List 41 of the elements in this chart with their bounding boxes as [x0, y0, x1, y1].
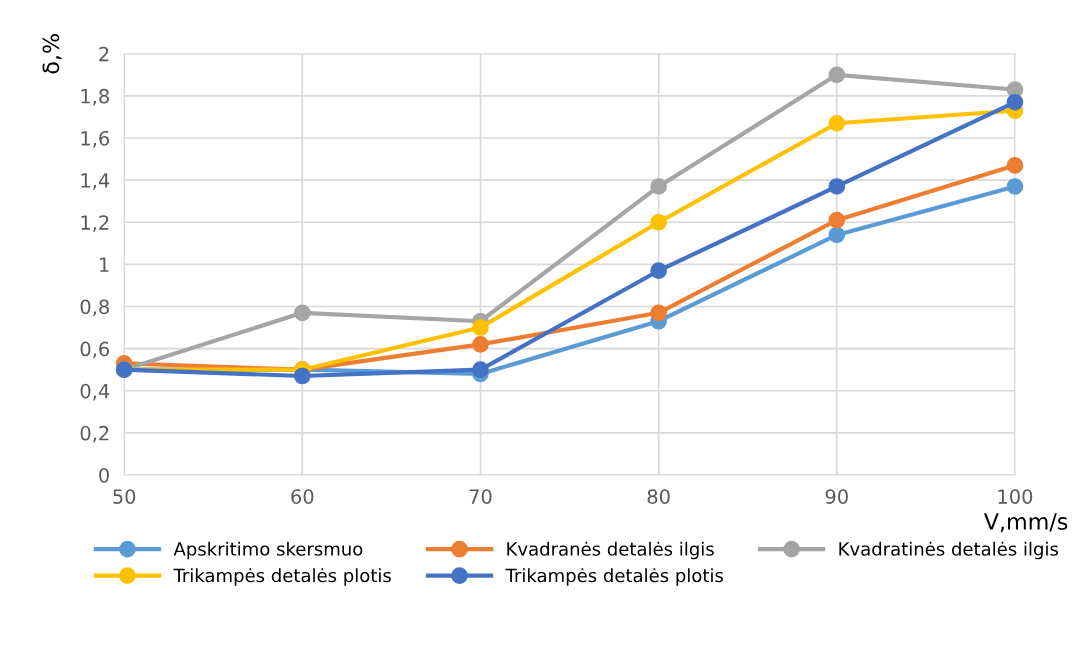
- legend-label: Kvadranės detalės ilgis: [507, 541, 714, 560]
- y-tick-label: 1,8: [81, 88, 109, 106]
- point: [293, 304, 311, 322]
- point: [650, 304, 667, 322]
- legend-label: Kvadratinės detalės ilgis: [839, 541, 1058, 560]
- point: [650, 178, 667, 195]
- x-tick-label: 60: [291, 489, 314, 504]
- point: [472, 336, 489, 353]
- point: [828, 178, 846, 195]
- y-tick-label: 0,6: [80, 341, 110, 359]
- legend-label: Trikampės detalės plotis: [173, 568, 391, 586]
- point: [828, 226, 846, 244]
- y-tick-label: 0: [99, 467, 109, 483]
- point: [293, 367, 311, 385]
- point: [828, 66, 846, 84]
- y-tick-label: 0,2: [80, 425, 109, 443]
- x-tick-label: 50: [113, 489, 136, 504]
- point: [828, 211, 846, 229]
- point: [472, 361, 489, 379]
- y-tick-label: 1,2: [81, 215, 109, 232]
- point: [1006, 157, 1024, 174]
- y-tick-label: 0,8: [80, 299, 109, 317]
- y-axis-title: δ,%: [42, 34, 62, 74]
- legend-label: Trikampės detalės plotis: [505, 568, 724, 586]
- x-tick-label: 70: [469, 489, 492, 504]
- y-tick-label: 0,4: [80, 383, 110, 401]
- point: [650, 262, 667, 280]
- point: [1006, 93, 1024, 111]
- point: [650, 213, 667, 231]
- x-tick-label: 100: [998, 489, 1033, 504]
- y-tick-label: 1,6: [81, 130, 110, 148]
- point: [828, 114, 846, 132]
- x-tick-label: 80: [647, 489, 670, 504]
- y-tick-label: 2: [99, 46, 109, 62]
- x-tick-label: 90: [825, 489, 848, 504]
- point: [1006, 178, 1024, 195]
- x-axis-title: V,mm/s: [983, 513, 1068, 533]
- point: [472, 319, 489, 336]
- legend-label: Apskritimo skersmuo: [173, 541, 363, 560]
- y-tick-label: 1: [100, 257, 109, 272]
- y-tick-label: 1,4: [81, 173, 110, 190]
